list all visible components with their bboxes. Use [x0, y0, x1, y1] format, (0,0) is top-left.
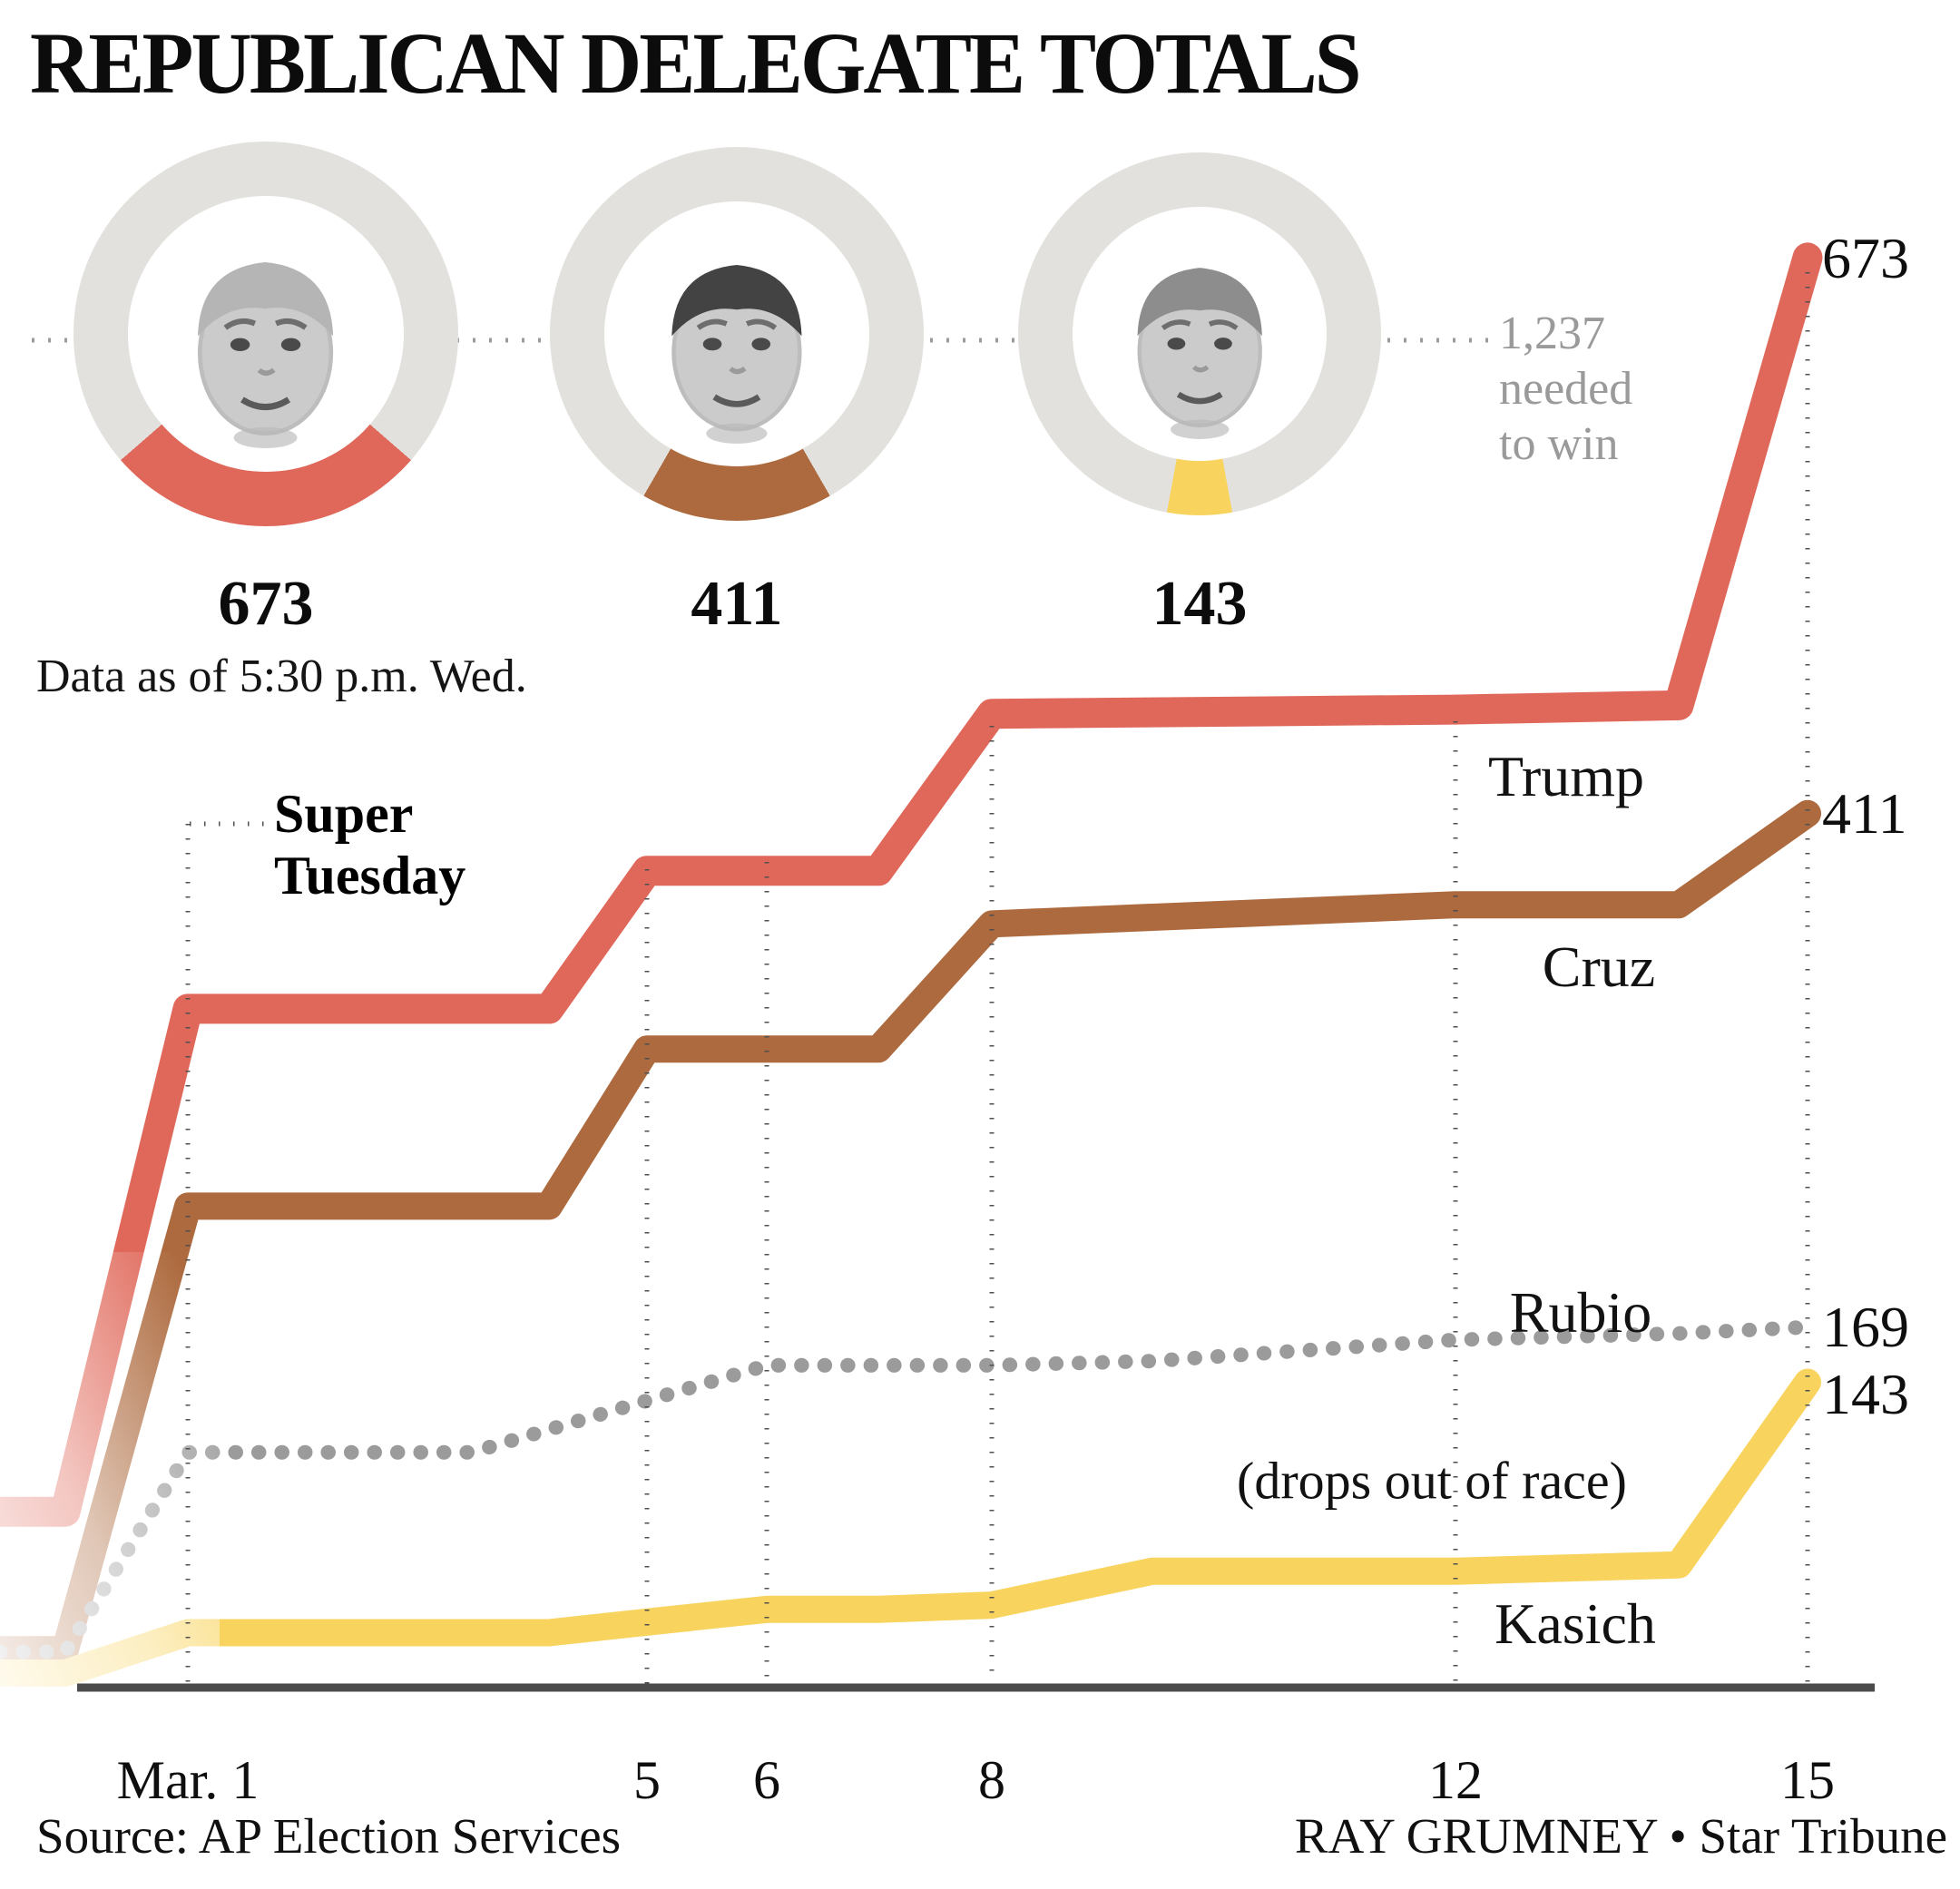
super-tuesday-line1: Super: [274, 784, 414, 844]
cruz-end-value: 411: [1822, 781, 1907, 846]
needed-to-win-note: 1,237 needed to win: [1499, 307, 1632, 472]
cruz-donut-gauge: [550, 147, 924, 521]
kasich-portrait: [1073, 207, 1327, 461]
cruz-series-label: Cruz: [1542, 935, 1656, 999]
needed-word1: needed: [1499, 362, 1633, 415]
line-start-fade: [0, 1252, 220, 1706]
cruz-total: 411: [691, 569, 783, 639]
date-gridlines: [185, 272, 1810, 1686]
rubio-end-value: 169: [1822, 1295, 1909, 1359]
tick-mar5: 5: [633, 1750, 661, 1810]
tick-mar8: 8: [978, 1750, 1005, 1810]
trump-portrait: [128, 196, 404, 472]
rubio-series-label: Rubio: [1509, 1280, 1652, 1345]
cruz-portrait: [604, 201, 869, 466]
trump-total: 673: [218, 569, 314, 639]
author-credit: RAY GRUMNEY • Star Tribune: [1294, 1808, 1947, 1864]
trump-face-icon: [158, 218, 373, 472]
tick-mar15: 15: [1780, 1750, 1835, 1810]
kasich-donut-gauge: [1018, 152, 1381, 515]
series-line-cruz: [0, 799, 1821, 1664]
tick-mar12: 12: [1428, 1750, 1483, 1810]
rubio-drops-out-note: (drops out of race): [1237, 1451, 1627, 1511]
kasich-end-value: 143: [1822, 1362, 1909, 1426]
source-credit: Source: AP Election Services: [36, 1808, 622, 1864]
tick-mar1: Mar. 1: [116, 1750, 260, 1810]
needed-value: 1,237: [1499, 308, 1605, 359]
trump-series-label: Trump: [1488, 744, 1644, 808]
kasich-total: 143: [1152, 569, 1248, 639]
kasich-face-icon: [1101, 227, 1298, 461]
tick-mar6: 6: [753, 1750, 780, 1810]
data-as-of-note: Data as of 5:30 p.m. Wed.: [36, 651, 527, 702]
cruz-face-icon: [633, 222, 840, 466]
page-title: REPUBLICAN DELEGATE TOTALS: [30, 15, 1362, 112]
needed-word2: to win: [1499, 417, 1619, 470]
kasich-series-label: Kasich: [1494, 1591, 1656, 1656]
super-tuesday-line2: Tuesday: [274, 845, 466, 905]
trump-donut-gauge: [74, 142, 458, 526]
super-tuesday-annotation: Super Tuesday: [274, 784, 466, 907]
trump-end-value: 673: [1822, 226, 1909, 290]
